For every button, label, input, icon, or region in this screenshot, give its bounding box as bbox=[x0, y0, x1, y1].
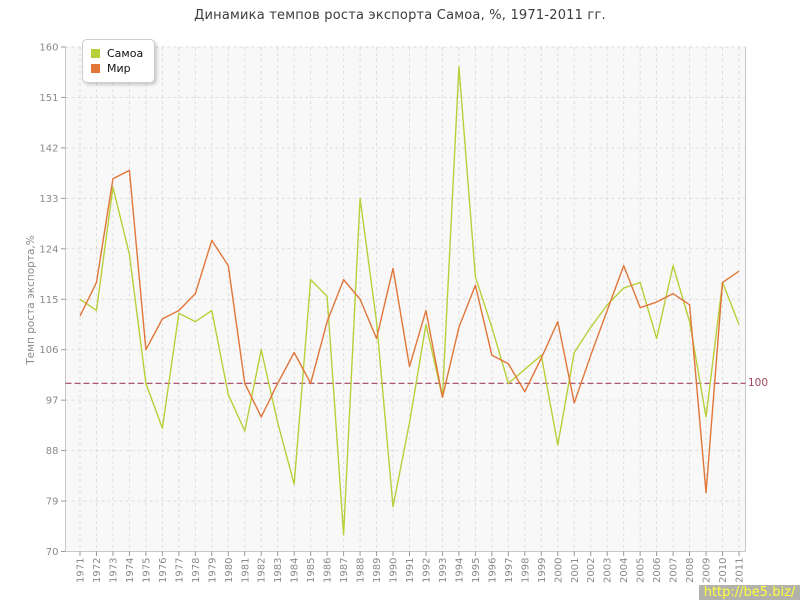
x-tick-label: 1995 bbox=[471, 558, 482, 583]
y-tick-label: 88 bbox=[46, 446, 59, 457]
x-tick-label: 1991 bbox=[405, 558, 416, 583]
x-tick-label: 1990 bbox=[389, 558, 400, 583]
x-tick-label: 1994 bbox=[454, 558, 465, 583]
x-tick-label: 1975 bbox=[141, 558, 152, 583]
x-tick-label: 2003 bbox=[603, 558, 614, 583]
x-tick-label: 1974 bbox=[125, 558, 136, 583]
y-tick-label: 79 bbox=[46, 497, 59, 508]
x-tick-label: 1971 bbox=[76, 558, 87, 583]
x-tick-label: 1982 bbox=[257, 558, 268, 583]
x-tick-label: 1976 bbox=[158, 558, 169, 583]
samoa-series-line[interactable] bbox=[79, 65, 740, 536]
x-tick-label: 1981 bbox=[240, 558, 251, 583]
legend: Самоа Мир bbox=[82, 39, 156, 83]
x-tick-label: 1973 bbox=[108, 558, 119, 583]
legend-label-world: Мир bbox=[107, 62, 131, 75]
x-tick-label: 1979 bbox=[207, 558, 218, 583]
x-tick-label: 2006 bbox=[652, 558, 663, 583]
x-tick-label: 1978 bbox=[191, 558, 202, 583]
watermark-link[interactable]: http://be5.biz/ bbox=[699, 585, 800, 600]
x-tick-label: 1983 bbox=[273, 558, 284, 583]
y-axis-title: Темп роста экспорта,% bbox=[25, 235, 37, 365]
y-tick-label: 160 bbox=[39, 43, 58, 54]
x-tick-label: 1992 bbox=[421, 558, 432, 583]
samoa-swatch-icon bbox=[91, 49, 100, 58]
y-tick-label: 97 bbox=[46, 396, 59, 407]
x-tick-label: 1988 bbox=[356, 558, 367, 583]
world-series-line[interactable] bbox=[79, 169, 740, 494]
legend-label-samoa: Самоа bbox=[107, 47, 144, 60]
x-tick-label: 2002 bbox=[586, 558, 597, 583]
y-tick-label: 133 bbox=[39, 194, 58, 205]
x-tick-label: 1980 bbox=[224, 558, 235, 583]
x-tick-label: 1998 bbox=[520, 558, 531, 583]
x-tick-label: 2005 bbox=[636, 558, 647, 583]
x-tick-label: 1985 bbox=[306, 558, 317, 583]
x-tick-label: 1986 bbox=[323, 558, 334, 583]
y-tick-label: 115 bbox=[39, 295, 58, 306]
x-tick-label: 2009 bbox=[702, 558, 713, 583]
world-swatch-icon bbox=[91, 64, 100, 73]
guide-line-label: 100 bbox=[748, 377, 769, 390]
x-tick-label: 2010 bbox=[718, 558, 729, 583]
x-tick-label: 1989 bbox=[372, 558, 383, 583]
x-tick-label: 1993 bbox=[438, 558, 449, 583]
x-tick-label: 1997 bbox=[504, 558, 515, 583]
x-tick-label: 2008 bbox=[685, 558, 696, 583]
x-tick-label: 1999 bbox=[537, 558, 548, 583]
x-tick-label: 2004 bbox=[619, 558, 630, 583]
y-tick-label: 70 bbox=[46, 547, 59, 558]
x-tick-label: 1972 bbox=[92, 558, 103, 583]
y-tick-label: 151 bbox=[39, 93, 58, 104]
x-tick-label: 1977 bbox=[174, 558, 185, 583]
x-tick-label: 1996 bbox=[487, 558, 498, 583]
x-tick-label: 2011 bbox=[735, 558, 746, 583]
x-tick-label: 1984 bbox=[290, 558, 301, 583]
y-tick-label: 124 bbox=[39, 244, 58, 255]
y-tick-label: 106 bbox=[39, 345, 58, 356]
chart-title: Динамика темпов роста экспорта Самоа, %,… bbox=[194, 8, 606, 23]
legend-item-world[interactable]: Мир bbox=[91, 62, 143, 75]
x-tick-label: 1987 bbox=[339, 558, 350, 583]
y-tick-label: 142 bbox=[39, 143, 58, 154]
x-tick-label: 2007 bbox=[669, 558, 680, 583]
x-tick-label: 2001 bbox=[570, 558, 581, 583]
legend-item-samoa[interactable]: Самоа bbox=[91, 47, 143, 60]
x-tick-label: 2000 bbox=[553, 558, 564, 583]
